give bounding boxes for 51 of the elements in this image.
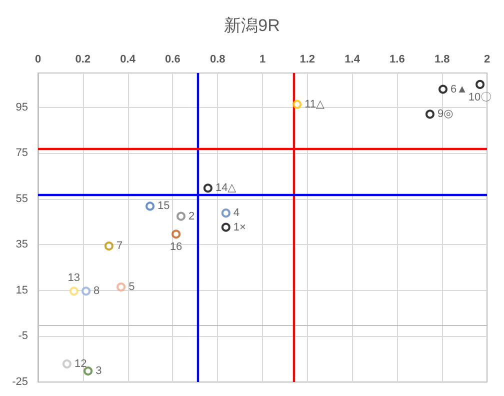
point [438, 84, 448, 94]
x-tick-label: 1.2 [300, 54, 316, 66]
annotation: 5 [128, 281, 135, 294]
point [146, 202, 155, 211]
annotation: 16 [170, 241, 182, 254]
annotation: 2 [188, 210, 195, 222]
point [104, 242, 114, 251]
annotation: 3 [96, 365, 102, 378]
point [82, 286, 91, 296]
annotation: 4 [233, 207, 240, 220]
x-tick-label: 1 [259, 54, 266, 66]
x-tick-label: 1.8 [434, 54, 450, 66]
point [116, 282, 126, 292]
y-tick-label: 15 [16, 284, 28, 296]
annotation: 1× [233, 221, 246, 234]
annotation: 6▲ [450, 83, 468, 96]
annotation: 12 [74, 358, 87, 370]
point [62, 359, 72, 368]
x-tick-label: 0.6 [165, 54, 180, 66]
x-tick-label: 1.4 [344, 54, 361, 66]
annotation: 7 [116, 240, 123, 252]
y-tick-label: -25 [12, 376, 28, 388]
x-tick-label: 0.4 [120, 54, 136, 66]
annotation: 15 [158, 200, 170, 212]
point [84, 366, 93, 376]
annotation: 10〇 [468, 91, 492, 104]
annotation: 14△ [215, 182, 237, 194]
annotation: 11△ [304, 98, 325, 110]
y-tick-label: 75 [16, 147, 28, 160]
x-tick-label: 0 [34, 54, 42, 66]
x-tick-label: 0.8 [210, 54, 226, 66]
y-tick-label: -5 [18, 330, 28, 342]
x-tick-label: 0.2 [75, 54, 91, 66]
point [69, 286, 78, 296]
y-tick-label: 55 [16, 192, 28, 205]
point [176, 212, 186, 221]
annotation: 13 [68, 272, 80, 284]
annotation: 8 [94, 285, 100, 298]
point [172, 230, 181, 239]
y-tick-label: 35 [16, 238, 28, 251]
annotation: 9◎ [437, 108, 454, 120]
x-tick-label: 2 [484, 54, 490, 66]
point [425, 110, 434, 119]
point [476, 80, 485, 89]
point [292, 100, 302, 109]
chart-title: 新潟9R [224, 16, 280, 35]
y-tick-label: 95 [16, 101, 28, 114]
point [221, 208, 230, 218]
point [221, 222, 230, 232]
x-tick-label: 1.6 [390, 54, 405, 66]
point [203, 184, 212, 193]
